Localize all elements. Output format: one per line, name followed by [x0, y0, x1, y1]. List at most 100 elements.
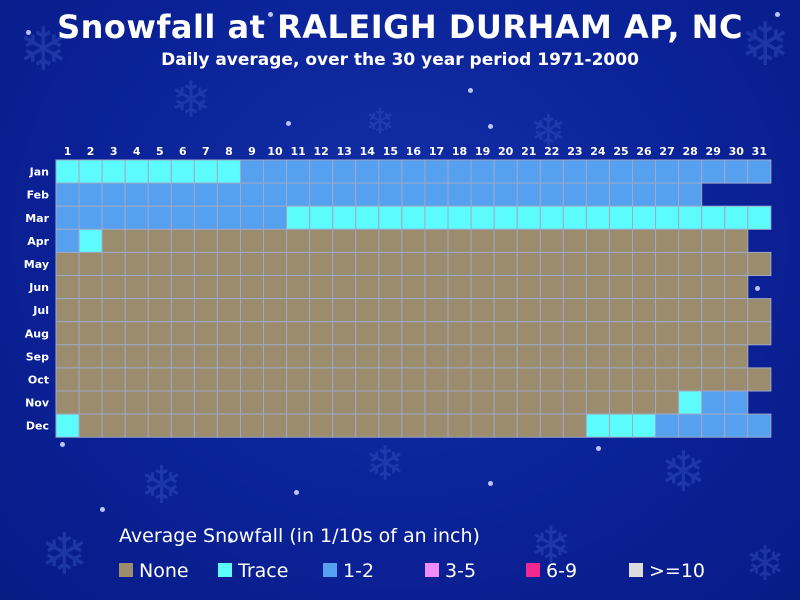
heatmap-cell — [263, 275, 288, 300]
heatmap-cell — [55, 182, 80, 207]
heatmap-cell — [585, 275, 610, 300]
heatmap-cell — [147, 159, 172, 184]
heatmap-cell — [378, 367, 403, 392]
heatmap-cell — [655, 182, 680, 207]
heatmap-cell — [447, 159, 472, 184]
heatmap-cell — [170, 298, 195, 323]
month-label: Nov — [25, 397, 50, 410]
heatmap-cell — [239, 367, 265, 392]
legend-item: >=10 — [629, 560, 705, 584]
heatmap-cell — [286, 275, 311, 300]
heatmap-cell — [101, 367, 126, 392]
heatmap-cell — [539, 413, 564, 438]
heatmap-cell — [378, 321, 403, 346]
heatmap-cell — [724, 275, 749, 300]
heatmap-cell — [585, 344, 610, 369]
month-label: May — [24, 258, 49, 271]
heatmap-cell — [632, 298, 657, 323]
heatmap-cell — [309, 205, 334, 230]
heatmap-cell — [655, 228, 680, 253]
heatmap-cell — [55, 367, 80, 392]
heatmap-cell — [263, 390, 288, 415]
heatmap-cell — [216, 367, 241, 392]
heatmap-cell — [378, 251, 403, 276]
heatmap-cell — [239, 228, 265, 253]
snow-dot — [228, 538, 233, 543]
heatmap-cell — [55, 275, 80, 300]
heatmap-cell — [101, 205, 126, 230]
legend-swatch — [119, 562, 133, 577]
heatmap-cell — [332, 321, 357, 346]
heatmap-cell — [655, 413, 680, 438]
heatmap-cell — [539, 228, 564, 253]
heatmap-cell — [516, 390, 541, 415]
heatmap-cell — [424, 275, 449, 300]
heatmap-cell — [216, 159, 241, 184]
snowflake-icon: ❄ — [740, 10, 791, 80]
heatmap-cell — [539, 205, 564, 230]
heatmap-cell — [562, 298, 587, 323]
snow-dot — [596, 446, 601, 451]
snowflake-icon: ❄ — [170, 71, 212, 129]
heatmap-cell — [239, 413, 265, 438]
heatmap-cell — [516, 367, 541, 392]
heatmap-cell — [401, 367, 426, 392]
heatmap-cell — [516, 251, 541, 276]
heatmap-cell — [147, 321, 172, 346]
heatmap-cell — [632, 228, 657, 253]
heatmap-cell — [309, 251, 334, 276]
day-label: 17 — [429, 145, 444, 158]
day-label: 23 — [567, 145, 582, 158]
heatmap-cell — [539, 298, 564, 323]
heatmap-cell — [55, 159, 80, 184]
heatmap-cell — [216, 182, 241, 207]
snowflake-icon: ❄ — [530, 106, 567, 157]
snowflake-icon: ❄ — [745, 536, 786, 592]
heatmap-cell — [378, 413, 403, 438]
heatmap-cell — [608, 321, 634, 346]
heatmap-cell — [101, 159, 126, 184]
heatmap-cell — [55, 228, 80, 253]
heatmap-cell — [539, 321, 564, 346]
heatmap-cell — [562, 321, 587, 346]
heatmap-cell — [147, 390, 172, 415]
heatmap-cell — [401, 413, 426, 438]
heatmap-cell — [239, 298, 265, 323]
heatmap-cell — [747, 298, 772, 323]
heatmap-cell — [401, 344, 426, 369]
heatmap-cell — [562, 205, 587, 230]
heatmap-cell — [424, 413, 449, 438]
month-label: Jul — [32, 304, 49, 317]
heatmap-cell — [332, 298, 357, 323]
heatmap-cell — [401, 298, 426, 323]
day-label: 19 — [475, 145, 490, 158]
heatmap-cell — [701, 159, 726, 184]
heatmap-cell — [101, 228, 126, 253]
heatmap-cell — [470, 275, 495, 300]
heatmap-cell — [655, 367, 680, 392]
heatmap-cell — [216, 413, 241, 438]
heatmap-cell — [55, 251, 80, 276]
heatmap-cell — [655, 275, 680, 300]
heatmap-cell — [424, 344, 449, 369]
snowflake-icon: ❄ — [40, 520, 89, 588]
heatmap-cell — [263, 205, 288, 230]
day-label: 16 — [406, 145, 422, 158]
heatmap-cell — [470, 205, 495, 230]
heatmap-cell — [632, 367, 657, 392]
heatmap-cell — [539, 182, 564, 207]
heatmap-cell — [724, 298, 749, 323]
heatmap-cell — [378, 205, 403, 230]
heatmap-cell — [332, 390, 357, 415]
heatmap-cell — [747, 367, 772, 392]
heatmap-cell — [124, 413, 149, 438]
heatmap-cell — [147, 344, 172, 369]
heatmap-cell — [101, 251, 126, 276]
heatmap-cell — [378, 344, 403, 369]
heatmap-cell — [170, 413, 195, 438]
heatmap-cell — [424, 298, 449, 323]
heatmap-cell — [678, 390, 703, 415]
heatmap-cell — [239, 251, 265, 276]
heatmap-cell — [516, 205, 541, 230]
heatmap-cell — [216, 251, 241, 276]
